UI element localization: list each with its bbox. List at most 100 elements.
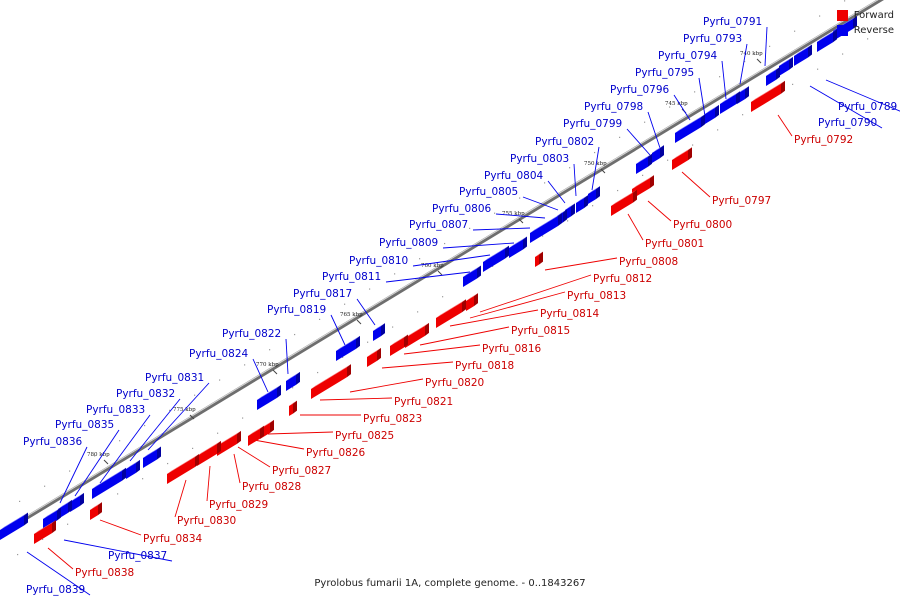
gene-label[interactable]: Pyrfu_0804 — [484, 170, 544, 182]
gene-label[interactable]: Pyrfu_0818 — [455, 360, 514, 372]
gene-label[interactable]: Pyrfu_0837 — [108, 550, 167, 562]
gene-face — [311, 367, 347, 399]
gene-label[interactable]: Pyrfu_0810 — [349, 255, 408, 267]
gene-end — [377, 347, 381, 361]
gene-label[interactable]: Pyrfu_0815 — [511, 325, 570, 337]
gene-top — [675, 114, 705, 133]
gene-top — [289, 400, 297, 406]
gene-end — [745, 86, 749, 100]
gene-label[interactable]: Pyrfu_0835 — [55, 419, 114, 431]
gene-label[interactable]: Pyrfu_0795 — [635, 67, 694, 79]
gene-top — [436, 299, 466, 318]
gene-label[interactable]: Pyrfu_0811 — [322, 271, 381, 283]
gene-face — [675, 117, 701, 143]
gene-label[interactable]: Pyrfu_0819 — [267, 304, 326, 316]
track-dot — [244, 364, 246, 366]
gene-top — [611, 189, 637, 206]
leader-line — [573, 163, 577, 197]
gene-label[interactable]: Pyrfu_0796 — [610, 84, 670, 96]
gene-label[interactable]: Pyrfu_0798 — [584, 101, 643, 113]
gene-label[interactable]: Pyrfu_0814 — [540, 308, 600, 320]
track-dot — [742, 114, 744, 116]
reverse-gene — [817, 29, 837, 52]
gene-label[interactable]: Pyrfu_0820 — [425, 377, 484, 389]
genome-caption: Pyrolobus fumarii 1A, complete genome. -… — [314, 578, 586, 589]
gene-label[interactable]: Pyrfu_0797 — [712, 195, 771, 207]
gene-end — [789, 56, 793, 70]
gene-label[interactable]: Pyrfu_0834 — [143, 533, 203, 545]
gene-label[interactable]: Pyrfu_0829 — [209, 499, 268, 511]
gene-label[interactable]: Pyrfu_0836 — [23, 436, 83, 448]
gene-top — [390, 334, 408, 346]
gene-label[interactable]: Pyrfu_0807 — [409, 219, 468, 231]
gene-label[interactable]: Pyrfu_0825 — [335, 430, 394, 442]
gene-label[interactable]: Pyrfu_0809 — [379, 237, 438, 249]
gene-end — [462, 299, 466, 313]
leader-line — [469, 291, 566, 319]
scale-tick-label: 765 kbp — [340, 312, 363, 318]
gene-label[interactable]: Pyrfu_0805 — [459, 186, 518, 198]
leader-line — [237, 446, 271, 468]
leader-line — [739, 43, 748, 85]
gene-label[interactable]: Pyrfu_0794 — [658, 50, 718, 62]
track-dot — [142, 478, 144, 480]
gene-label[interactable]: Pyrfu_0824 — [189, 348, 249, 360]
reverse-gene — [336, 335, 360, 361]
gene-label[interactable]: Pyrfu_0838 — [75, 567, 134, 579]
gene-label[interactable]: Pyrfu_0830 — [177, 515, 236, 527]
forward-gene — [90, 502, 102, 520]
gene-label[interactable]: Pyrfu_0793 — [683, 33, 742, 45]
gene-end — [650, 175, 654, 189]
gene-end — [571, 203, 575, 217]
gene-label[interactable]: Pyrfu_0808 — [619, 256, 678, 268]
gene-top — [588, 186, 600, 194]
gene-label[interactable]: Pyrfu_0833 — [86, 404, 145, 416]
track-dot — [444, 242, 446, 245]
gene-face — [483, 248, 505, 272]
gene-label[interactable]: Pyrfu_0823 — [363, 413, 422, 425]
reverse-gene — [530, 213, 562, 243]
gene-label[interactable]: Pyrfu_0831 — [145, 372, 204, 384]
gene-label[interactable]: Pyrfu_0826 — [306, 447, 366, 459]
track-dot — [19, 500, 21, 502]
gene-label[interactable]: Pyrfu_0789 — [838, 101, 897, 113]
gene-face — [672, 150, 688, 170]
scale-tick — [103, 459, 109, 465]
forward-gene — [367, 347, 381, 367]
gene-end — [217, 440, 221, 454]
leader-line — [147, 382, 210, 451]
gene-label[interactable]: Pyrfu_0790 — [818, 117, 877, 129]
gene-label[interactable]: Pyrfu_0800 — [673, 219, 732, 231]
gene-label[interactable]: Pyrfu_0802 — [535, 136, 594, 148]
gene-label[interactable]: Pyrfu_0832 — [116, 388, 175, 400]
gene-end — [270, 419, 274, 433]
track-dot — [567, 220, 569, 222]
gene-label[interactable]: Pyrfu_0816 — [482, 343, 542, 355]
reverse-gene — [705, 104, 719, 124]
gene-face — [257, 387, 277, 410]
gene-end — [381, 323, 385, 337]
gene-label[interactable]: Pyrfu_0827 — [272, 465, 331, 477]
scale-tick — [272, 369, 278, 375]
gene-label[interactable]: Pyrfu_0792 — [794, 134, 853, 146]
gene-label[interactable]: Pyrfu_0839 — [26, 584, 85, 596]
gene-label[interactable]: Pyrfu_0799 — [563, 118, 622, 130]
gene-top — [565, 203, 575, 210]
forward-gene — [390, 334, 408, 356]
gene-label[interactable]: Pyrfu_0813 — [567, 290, 626, 302]
gene-label[interactable]: Pyrfu_0801 — [645, 238, 704, 250]
forward-gene — [751, 80, 785, 112]
track-dot — [692, 144, 694, 146]
gene-label[interactable]: Pyrfu_0806 — [432, 203, 492, 215]
gene-end — [293, 400, 297, 414]
gene-label[interactable]: Pyrfu_0812 — [593, 273, 652, 285]
gene-face — [588, 189, 596, 204]
gene-label[interactable]: Pyrfu_0803 — [510, 153, 569, 165]
legend: Forward Reverse — [836, 8, 894, 38]
gene-label[interactable]: Pyrfu_0828 — [242, 481, 301, 493]
gene-top — [466, 293, 478, 301]
gene-label[interactable]: Pyrfu_0817 — [293, 288, 352, 300]
gene-label[interactable]: Pyrfu_0822 — [222, 328, 281, 340]
gene-label[interactable]: Pyrfu_0791 — [703, 16, 762, 28]
gene-label[interactable]: Pyrfu_0821 — [394, 396, 453, 408]
